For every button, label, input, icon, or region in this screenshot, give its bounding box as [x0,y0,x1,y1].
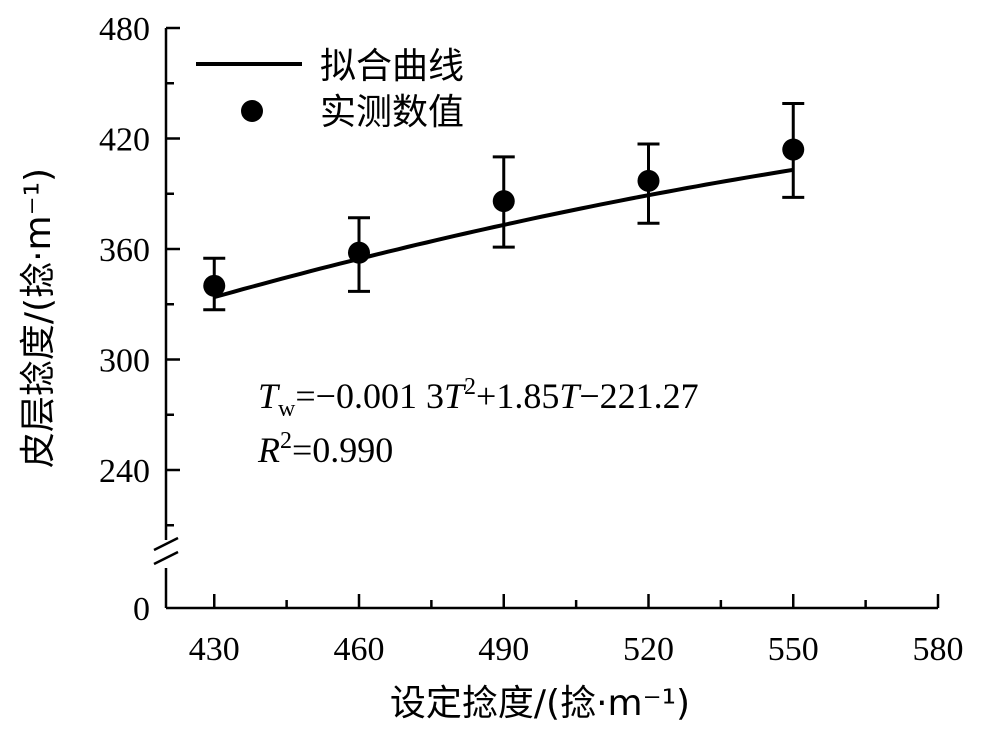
data-point [637,169,660,192]
y-tick-label: 360 [99,232,150,269]
data-point [348,241,370,264]
x-tick-label: 430 [189,631,240,668]
y-tick-label: 0 [133,591,150,628]
axis-break-mark [153,550,179,566]
x-tick-label: 580 [913,631,964,668]
y-tick-label: 420 [99,122,150,159]
x-tick-label: 550 [768,631,819,668]
data-point [492,190,515,213]
y-tick-label: 300 [99,343,150,380]
ticks [166,26,940,608]
x-tick-label: 520 [623,631,674,668]
x-tick-label: 490 [478,631,529,668]
y-tick-label: 480 [99,11,150,48]
y-axis-title: 皮层捻度/(捻·m⁻¹) [18,168,59,468]
legend-points-label: 实测数值 [320,92,464,133]
equation-line2: R2=0.990 [257,428,393,470]
y-tick-label: 240 [99,453,150,490]
axis-break-mark [153,536,179,552]
equation-line1: Tw=−0.001 3T2+1.85T−221.27 [258,374,699,422]
legend-point-swatch [241,100,263,122]
legend-fit-label: 拟合曲线 [320,46,464,87]
tick-labels: 430 460 490 520 550 580 0 240 300 360 420 480 [99,11,964,668]
data-point [203,274,226,297]
x-tick-label: 460 [334,631,385,668]
data-points [203,102,805,312]
legend: 拟合曲线 实测数值 [196,46,464,133]
x-axis-title: 设定捻度/(捻·m⁻¹) [390,683,690,724]
data-point [782,138,805,161]
